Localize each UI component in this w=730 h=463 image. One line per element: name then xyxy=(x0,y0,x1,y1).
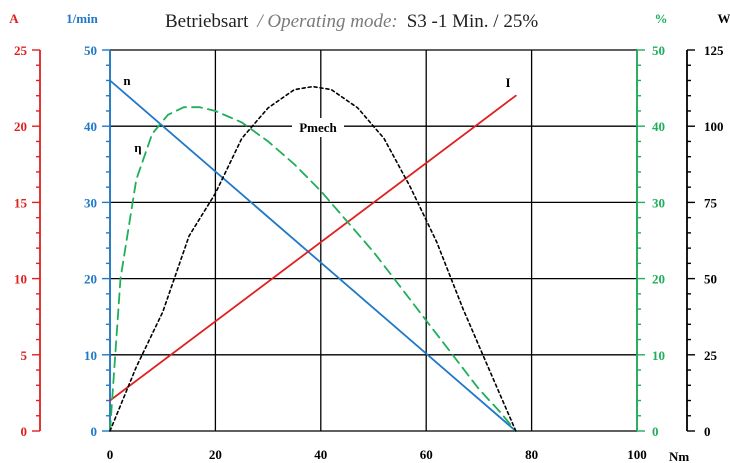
efficiency-axis: 0 10 20 30 40 50% xyxy=(636,11,668,439)
curve-label-efficiency: η xyxy=(134,140,141,155)
current-tick-label: 5 xyxy=(21,348,28,363)
curve-label-background xyxy=(292,118,344,137)
curve-labels: n Iη Pmech xyxy=(123,73,510,155)
x-tick-label: 0 xyxy=(107,447,114,462)
power-axis: 0 25 50 75 100 125 W xyxy=(686,11,730,439)
power-tick-label: 25 xyxy=(704,348,718,363)
speed-tick-label: 10 xyxy=(84,348,97,363)
x-axis-label: Nm xyxy=(669,449,689,463)
speed-tick-label: 20 xyxy=(84,272,97,287)
power-tick-label: 100 xyxy=(704,119,724,134)
current-tick-label: 15 xyxy=(14,195,28,210)
speed-axis-unit: 1/min xyxy=(66,11,99,26)
series-line-speed xyxy=(109,79,517,432)
speed-tick-label: 30 xyxy=(84,195,97,210)
speed-axis: 0 10 20 30 40 50 1/min xyxy=(66,11,111,439)
current-axis: 0 5 10 15 20 25 A xyxy=(9,11,41,439)
speed-tick-label: 0 xyxy=(91,424,98,439)
power-tick-label: 125 xyxy=(704,43,724,58)
curve-label-current: I xyxy=(505,75,510,90)
efficiency-tick-label: 20 xyxy=(652,272,665,287)
x-tick-label: 40 xyxy=(314,447,327,462)
curve-label-power: Pmech xyxy=(299,120,337,135)
chart-title-main: Betriebsart / Operating mode: S3 -1 Min.… xyxy=(165,11,538,32)
x-tick-label: 20 xyxy=(209,447,222,462)
axes: 0 20 40 60 80 100 Nm0510152025A010203040501/mi… xyxy=(9,11,730,463)
current-tick-label: 10 xyxy=(14,272,27,287)
x-tick-label: 60 xyxy=(420,447,433,462)
x-tick-label: 100 xyxy=(627,447,647,462)
current-axis-unit: A xyxy=(9,11,19,26)
efficiency-tick-label: 10 xyxy=(652,348,665,363)
x-tick-label: 80 xyxy=(525,447,538,462)
efficiency-tick-label: 30 xyxy=(652,195,665,210)
series-line-efficiency xyxy=(109,106,517,432)
efficiency-tick-label: 0 xyxy=(652,424,659,439)
grid xyxy=(109,49,638,432)
power-axis-unit: W xyxy=(718,11,730,26)
current-tick-label: 20 xyxy=(14,119,27,134)
power-tick-label: 50 xyxy=(704,272,717,287)
efficiency-axis-unit: % xyxy=(655,11,668,26)
power-tick-label: 75 xyxy=(704,195,718,210)
power-tick-label: 0 xyxy=(704,424,711,439)
efficiency-tick-label: 50 xyxy=(652,43,665,58)
efficiency-tick-label: 40 xyxy=(652,119,665,134)
current-tick-label: 25 xyxy=(14,43,28,58)
series-line-power xyxy=(109,85,517,432)
curve-label-speed: n xyxy=(123,73,131,88)
series-line-current xyxy=(109,94,517,402)
speed-tick-label: 40 xyxy=(84,119,97,134)
current-tick-label: 0 xyxy=(21,424,28,439)
chart-title: Betriebsart / Operating mode: S3 -1 Min.… xyxy=(165,11,538,32)
series xyxy=(109,79,517,432)
speed-tick-label: 50 xyxy=(84,43,97,58)
